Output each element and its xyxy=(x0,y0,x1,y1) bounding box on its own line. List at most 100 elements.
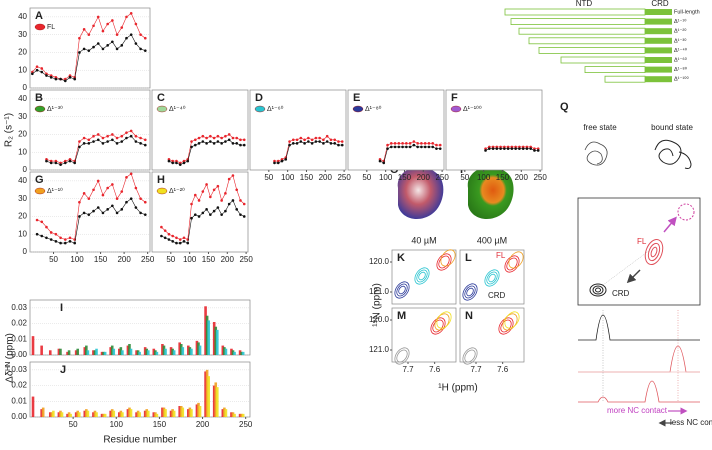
data-point xyxy=(295,142,299,145)
data-point xyxy=(193,213,197,216)
data-point xyxy=(503,145,506,149)
y-tick-label: 0.01 xyxy=(11,334,27,343)
data-point xyxy=(68,76,72,79)
crd-label: CRD xyxy=(651,0,669,8)
y-axis-label: ¹⁵N (ppm) xyxy=(372,283,383,327)
bar xyxy=(240,413,243,417)
data-point xyxy=(521,147,525,150)
bar xyxy=(231,350,235,355)
data-point xyxy=(190,202,193,206)
y-tick-label: 40 xyxy=(18,94,27,103)
plot-frame xyxy=(445,89,543,171)
data-point xyxy=(129,197,133,200)
crd-block xyxy=(645,76,672,83)
bar xyxy=(129,409,133,417)
data-point xyxy=(310,138,314,142)
data-point xyxy=(209,213,212,216)
bar xyxy=(187,345,190,355)
data-point xyxy=(45,236,48,240)
legend-swatch xyxy=(156,105,168,113)
data-point xyxy=(224,209,227,213)
data-point xyxy=(499,147,502,150)
data-point xyxy=(299,136,303,140)
y-tick-label: 0.03 xyxy=(11,303,27,312)
contour xyxy=(504,311,520,329)
bar xyxy=(195,404,199,417)
data-point xyxy=(408,142,412,145)
bar xyxy=(67,412,71,417)
data-point xyxy=(54,77,58,81)
x-tick-label: 250 xyxy=(435,173,449,182)
data-point xyxy=(420,142,423,145)
data-point xyxy=(171,240,175,243)
data-point xyxy=(378,159,382,163)
bar xyxy=(179,406,183,417)
construct-bar xyxy=(518,27,646,35)
bar xyxy=(57,412,61,417)
bar xyxy=(172,350,176,355)
data-point xyxy=(220,136,223,140)
data-point xyxy=(120,26,124,29)
bar xyxy=(162,407,166,417)
data-point xyxy=(160,234,163,238)
data-point xyxy=(139,136,142,140)
bar xyxy=(119,410,123,417)
bar xyxy=(188,407,192,417)
data-point xyxy=(96,206,100,209)
data-point xyxy=(209,134,212,138)
data-point xyxy=(101,136,105,140)
data-point xyxy=(401,145,404,149)
bar xyxy=(129,348,133,355)
bar xyxy=(135,412,138,417)
data-point xyxy=(111,204,114,208)
bar xyxy=(145,409,149,417)
data-point xyxy=(101,193,105,197)
bar xyxy=(198,345,202,355)
plot-frame xyxy=(347,89,445,171)
data-point xyxy=(416,145,419,149)
data-point xyxy=(303,142,306,145)
data-point xyxy=(337,140,340,143)
x-tick-label: 7.6 xyxy=(497,365,509,374)
data-point xyxy=(216,184,220,188)
bar xyxy=(76,348,80,355)
contour xyxy=(589,203,695,297)
bar xyxy=(83,347,87,355)
bar xyxy=(83,410,87,417)
bar xyxy=(178,342,181,355)
data-point xyxy=(310,142,314,145)
x-tick-label: 150 xyxy=(300,173,314,182)
data-point xyxy=(197,199,201,202)
annotation: FL xyxy=(496,251,506,260)
data-point xyxy=(87,33,91,36)
construct-bar xyxy=(504,8,646,16)
legend-swatch xyxy=(156,187,168,195)
data-point xyxy=(242,215,246,218)
data-point xyxy=(231,136,235,140)
data-point xyxy=(224,140,227,143)
y-tick-label: 0.00 xyxy=(11,412,27,421)
bar xyxy=(172,410,176,417)
data-point xyxy=(106,186,109,190)
data-point xyxy=(143,49,147,52)
x-tick-label: 7.6 xyxy=(429,365,441,374)
bar xyxy=(152,348,156,355)
construct-label: Δ¹⁻⁴⁰ xyxy=(674,47,688,54)
bar xyxy=(207,320,210,355)
bar xyxy=(224,409,228,417)
data-point xyxy=(63,241,67,245)
data-point xyxy=(78,145,81,149)
x-tick-label: 50 xyxy=(362,173,371,182)
contour xyxy=(436,311,452,329)
x-tick-label: 50 xyxy=(460,173,469,182)
ntd-label: NTD xyxy=(576,0,593,8)
data-point xyxy=(134,206,138,209)
bar xyxy=(205,369,209,417)
data-point xyxy=(143,138,147,142)
construct-bar xyxy=(538,47,646,54)
data-point xyxy=(205,136,208,140)
contour xyxy=(466,287,474,297)
data-point xyxy=(499,145,502,149)
data-point xyxy=(59,241,62,245)
data-point xyxy=(201,190,205,193)
